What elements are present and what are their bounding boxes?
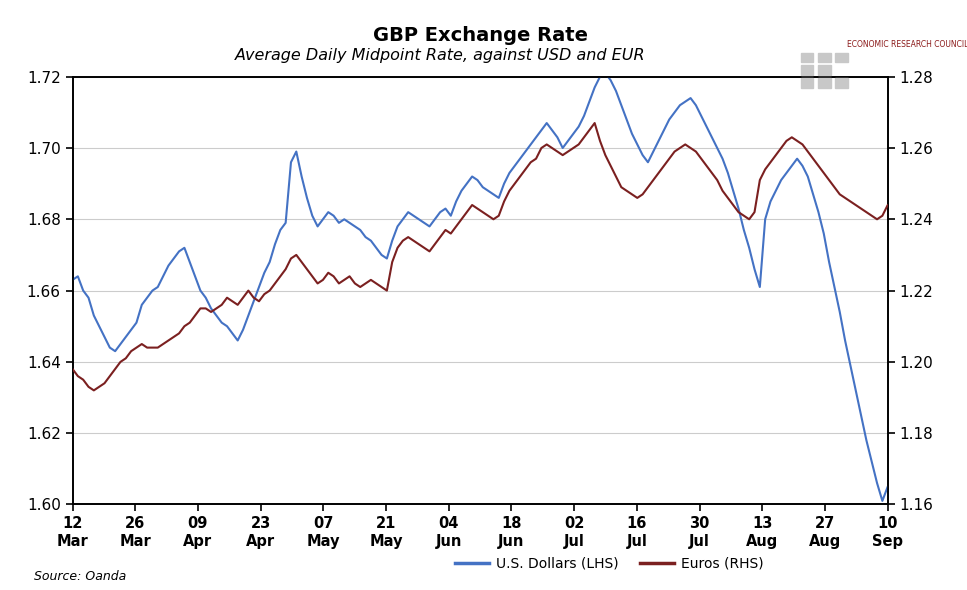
Text: ECONOMIC RESEARCH COUNCIL: ECONOMIC RESEARCH COUNCIL [847,40,967,50]
Text: Average Daily Midpoint Rate, against USD and EUR: Average Daily Midpoint Rate, against USD… [235,48,645,63]
Title: GBP Exchange Rate: GBP Exchange Rate [372,25,588,45]
Text: Source: Oanda: Source: Oanda [34,570,126,583]
Legend: U.S. Dollars (LHS), Euros (RHS): U.S. Dollars (LHS), Euros (RHS) [449,551,770,576]
